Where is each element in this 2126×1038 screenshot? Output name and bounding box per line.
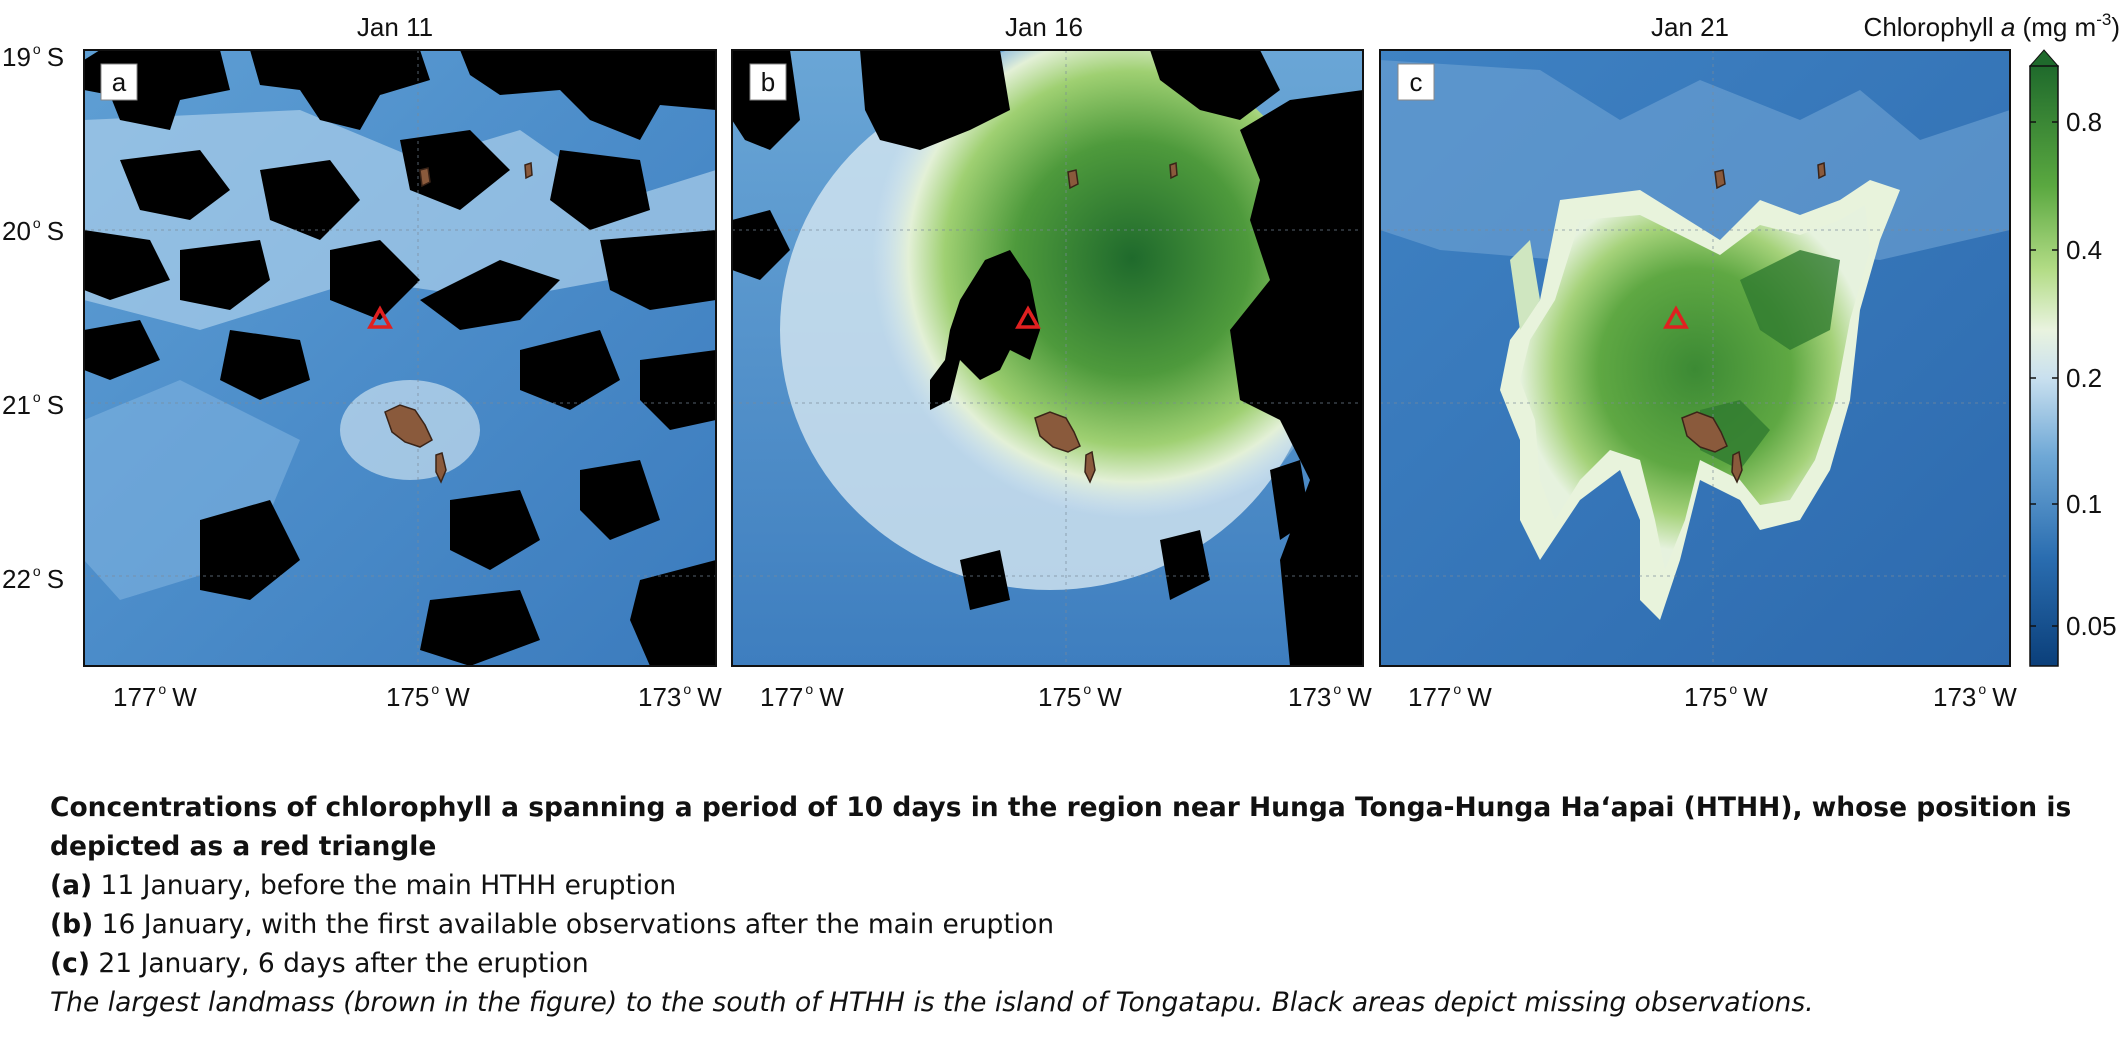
colorbar-tick-0.05: 0.05 <box>2066 611 2117 641</box>
lat-label-22: 22oS <box>2 563 64 594</box>
colorbar-tick-0.1: 0.1 <box>2066 489 2102 519</box>
panel-title-c: Jan 21 <box>1651 12 1729 42</box>
lat-label-19: 19oS <box>2 41 64 72</box>
lon-label-b-175: 175oW <box>1038 681 1122 712</box>
caption-item-a-tag: (a) <box>50 870 92 901</box>
caption-item-c: (c) 21 January, 6 days after the eruptio… <box>50 944 2090 983</box>
lon-label-c-177: 177oW <box>1408 681 1492 712</box>
caption-heading: Concentrations of chlorophyll a spanning… <box>50 788 2090 866</box>
caption-item-b-tag: (b) <box>50 909 93 940</box>
colorbar-tick-0.4: 0.4 <box>2066 235 2102 265</box>
map-panel-a: a <box>84 50 716 666</box>
lat-label-20: 20oS <box>2 215 64 246</box>
lon-label-b-173: 173oW <box>1288 681 1372 712</box>
longitude-labels: 177oW 175oW 173oW 177oW 175oW 173oW 177o… <box>113 681 2017 712</box>
colorbar-tick-0.8: 0.8 <box>2066 107 2102 137</box>
caption-item-a: (a) 11 January, before the main HTHH eru… <box>50 866 2090 905</box>
colorbar-arrow <box>2030 50 2058 66</box>
colorbar-tick-0.2: 0.2 <box>2066 363 2102 393</box>
figure-caption: Concentrations of chlorophyll a spanning… <box>50 788 2090 1022</box>
lon-label-c-173: 173oW <box>1933 681 2017 712</box>
caption-item-b-text: 16 January, with the first available obs… <box>93 909 1054 940</box>
panel-label-a: a <box>112 67 127 97</box>
latitude-labels: 19oS 20oS 21oS 22oS <box>2 41 64 594</box>
caption-item-b: (b) 16 January, with the first available… <box>50 905 2090 944</box>
caption-item-c-text: 21 January, 6 days after the eruption <box>90 948 589 979</box>
colorbar-title-var: a <box>2001 12 2015 42</box>
colorbar-title-unit: (mg m <box>2015 12 2096 42</box>
panel-label-b: b <box>761 67 775 97</box>
colorbar-title-main: Chlorophyll <box>1864 12 2001 42</box>
lon-label-c-175: 175oW <box>1684 681 1768 712</box>
panel-label-c: c <box>1410 67 1423 97</box>
colorbar-title-exp: -3 <box>2096 10 2111 29</box>
colorbar-title-close: ) <box>2111 12 2120 42</box>
lon-label-a-173: 173oW <box>638 681 722 712</box>
lon-label-a-177: 177oW <box>113 681 197 712</box>
chlorophyll-figure: Jan 11 Jan 16 Jan 21 Chlorophyll a (mg m… <box>0 0 2126 720</box>
caption-note: The largest landmass (brown in the figur… <box>50 983 2090 1022</box>
colorbar-scale <box>2030 66 2058 666</box>
lat-label-21: 21oS <box>2 389 64 420</box>
lon-label-b-177: 177oW <box>760 681 844 712</box>
panel-title-b: Jan 16 <box>1005 12 1083 42</box>
panel-title-a: Jan 11 <box>357 12 433 42</box>
colorbar-title: Chlorophyll a (mg m-3) <box>1864 10 2120 42</box>
map-panel-b: b <box>732 40 1363 666</box>
caption-item-a-text: 11 January, before the main HTHH eruptio… <box>92 870 676 901</box>
colorbar: 0.8 0.4 0.2 0.1 0.05 <box>2030 50 2117 666</box>
caption-item-c-tag: (c) <box>50 948 90 979</box>
lon-label-a-175: 175oW <box>386 681 470 712</box>
map-panel-c: c <box>1380 50 2010 666</box>
